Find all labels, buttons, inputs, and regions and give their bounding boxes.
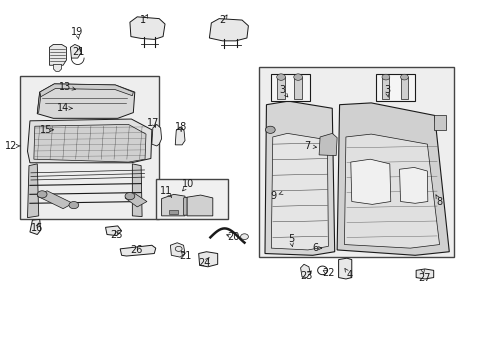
Text: 22: 22 (322, 268, 334, 278)
Polygon shape (170, 243, 184, 257)
Bar (259, 67, 453, 257)
Circle shape (276, 74, 285, 80)
Polygon shape (175, 127, 184, 145)
Bar (20, 76, 159, 220)
Text: 17: 17 (147, 118, 159, 128)
Polygon shape (198, 252, 217, 267)
Circle shape (37, 191, 47, 198)
Text: 18: 18 (175, 122, 187, 132)
Circle shape (240, 234, 248, 239)
Text: 27: 27 (418, 273, 430, 283)
Text: 11: 11 (160, 186, 172, 197)
Polygon shape (53, 64, 61, 71)
Circle shape (265, 126, 275, 134)
Polygon shape (70, 44, 81, 58)
Text: 25: 25 (110, 230, 123, 239)
Polygon shape (382, 77, 388, 99)
Text: 1: 1 (140, 15, 146, 26)
Text: 3: 3 (279, 85, 285, 95)
Polygon shape (271, 134, 328, 250)
Text: 21: 21 (72, 46, 85, 57)
Text: 19: 19 (71, 27, 83, 37)
Circle shape (400, 74, 407, 80)
Polygon shape (125, 193, 147, 207)
Polygon shape (161, 194, 184, 216)
Bar (271, 74, 310, 101)
Text: 6: 6 (311, 243, 318, 253)
Circle shape (69, 202, 79, 209)
Text: 15: 15 (40, 125, 52, 135)
Text: 26: 26 (130, 245, 142, 255)
Polygon shape (40, 84, 133, 97)
Polygon shape (399, 167, 427, 203)
Text: 7: 7 (303, 141, 309, 151)
Polygon shape (338, 258, 351, 279)
Text: 2: 2 (219, 15, 225, 26)
Polygon shape (27, 164, 39, 218)
Text: 8: 8 (436, 197, 442, 207)
Polygon shape (120, 245, 156, 256)
Polygon shape (264, 101, 334, 255)
Polygon shape (186, 195, 212, 216)
Polygon shape (400, 77, 407, 99)
Text: 3: 3 (383, 85, 389, 95)
Polygon shape (30, 220, 41, 234)
Bar (168, 211, 177, 214)
Polygon shape (294, 77, 302, 99)
Polygon shape (319, 134, 336, 156)
Polygon shape (132, 164, 142, 217)
Text: 14: 14 (57, 103, 69, 113)
Polygon shape (49, 44, 66, 65)
Text: 20: 20 (227, 232, 240, 242)
Bar (433, 116, 445, 130)
Text: 13: 13 (60, 82, 72, 92)
Polygon shape (152, 125, 161, 146)
Text: 10: 10 (182, 179, 194, 189)
Polygon shape (34, 125, 146, 162)
Text: 23: 23 (300, 271, 312, 281)
Polygon shape (277, 77, 285, 99)
Polygon shape (37, 191, 73, 209)
Text: 12: 12 (5, 141, 18, 151)
Text: 9: 9 (270, 191, 276, 201)
Circle shape (125, 193, 135, 200)
Polygon shape (37, 92, 41, 114)
Circle shape (293, 74, 302, 80)
Bar (156, 179, 227, 220)
Circle shape (381, 74, 389, 80)
Polygon shape (27, 119, 152, 163)
Text: 16: 16 (31, 224, 43, 233)
Text: 21: 21 (179, 251, 191, 261)
Bar (375, 74, 414, 101)
Polygon shape (300, 264, 310, 278)
Text: 5: 5 (287, 234, 293, 244)
Polygon shape (350, 159, 390, 204)
Polygon shape (130, 17, 164, 40)
Polygon shape (209, 19, 248, 41)
Polygon shape (336, 103, 448, 255)
Text: 24: 24 (198, 258, 210, 268)
Polygon shape (344, 134, 439, 248)
Polygon shape (37, 84, 135, 118)
Polygon shape (183, 197, 186, 215)
Text: 4: 4 (346, 270, 352, 280)
Polygon shape (415, 269, 433, 279)
Polygon shape (105, 226, 122, 235)
